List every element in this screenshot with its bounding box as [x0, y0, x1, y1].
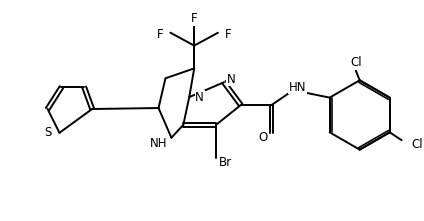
Text: S: S [44, 126, 52, 139]
Text: HN: HN [289, 81, 306, 94]
Text: N: N [227, 73, 236, 86]
Text: F: F [225, 28, 232, 41]
Text: Br: Br [219, 156, 232, 169]
Text: Cl: Cl [412, 138, 423, 151]
Text: Cl: Cl [350, 56, 362, 69]
Text: F: F [191, 12, 198, 25]
Text: N: N [195, 91, 204, 104]
Text: NH: NH [150, 137, 167, 150]
Text: F: F [157, 28, 164, 41]
Text: O: O [258, 131, 268, 144]
